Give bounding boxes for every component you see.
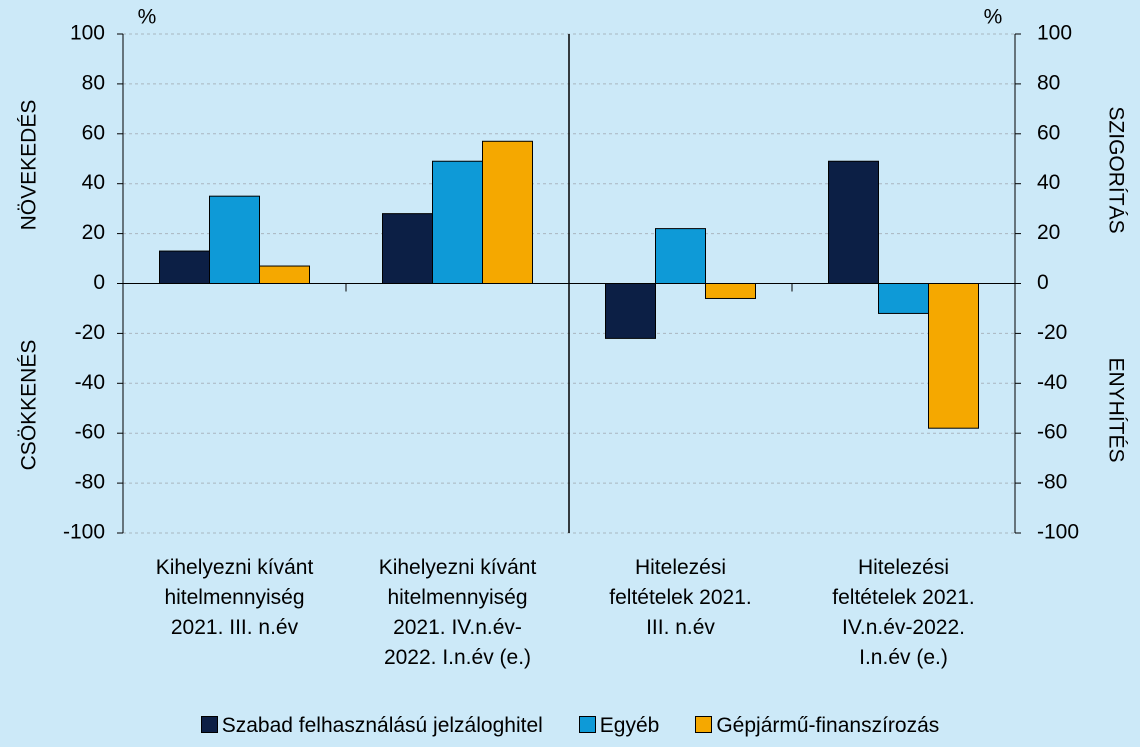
y-tick-label: 60 — [82, 121, 105, 144]
y-tick-label: 0 — [93, 271, 105, 294]
legend-label: Gépjármű-finanszírozás — [716, 714, 940, 737]
y2-tick-label: 80 — [1037, 71, 1060, 94]
legend-swatch — [200, 716, 218, 733]
bar — [605, 283, 656, 339]
y2-unit: % — [984, 6, 1003, 29]
x-tick-label: Hitelezési feltételek 2021. III. n.év — [609, 556, 752, 639]
y2-tick-label: -20 — [1037, 321, 1067, 344]
bar — [482, 140, 533, 284]
y2-tick-label: 60 — [1037, 121, 1060, 144]
bar — [828, 160, 879, 284]
y-tick-label: -80 — [75, 471, 105, 494]
bar — [432, 160, 483, 284]
y2-tick-label: -100 — [1037, 521, 1079, 544]
y2-label-lower: ENYHÍTÉS — [1104, 357, 1127, 462]
y-tick-label: -40 — [75, 371, 105, 394]
legend-item: Gépjármű-finanszírozás — [695, 714, 939, 738]
y-tick-label: 40 — [82, 171, 105, 194]
bar — [655, 228, 706, 284]
y2-tick-label: 20 — [1037, 221, 1060, 244]
bar — [259, 265, 310, 285]
y-tick-label: -20 — [75, 321, 105, 344]
legend-swatch — [578, 716, 596, 733]
y-tick-label: 20 — [82, 221, 105, 244]
y2-tick-label: -80 — [1037, 471, 1067, 494]
bar — [878, 283, 929, 314]
x-tick-label: Kihelyezni kívánt hitelmennyiség 2021. I… — [155, 556, 314, 639]
bar — [705, 283, 756, 299]
x-tick-label: Kihelyezni kívánt hitelmennyiség 2021. I… — [378, 556, 537, 669]
y2-tick-label: 40 — [1037, 171, 1060, 194]
y2-tick-label: -40 — [1037, 371, 1067, 394]
legend-label: Egyéb — [599, 714, 660, 737]
legend-swatch — [695, 716, 713, 733]
legend-item: Egyéb — [578, 714, 660, 738]
y2-tick-label: 100 — [1037, 22, 1072, 45]
legend: Szabad felhasználású jelzáloghitel Egyéb G… — [0, 714, 1140, 738]
bar — [382, 213, 433, 284]
bar — [209, 195, 260, 284]
x-tick-label: Hitelezési feltételek 2021. IV.n.év-2022… — [832, 556, 975, 669]
y2-tick-label: -60 — [1037, 421, 1067, 444]
legend-label: Szabad felhasználású jelzáloghitel — [221, 714, 543, 737]
bar — [928, 283, 979, 429]
y-tick-label: -100 — [63, 521, 105, 544]
y-unit: % — [138, 6, 157, 29]
y2-tick-label: 0 — [1037, 271, 1049, 294]
y2-label-upper: SZIGORÍTÁS — [1104, 106, 1127, 233]
y-label-upper: NÖVEKEDÉS — [18, 100, 41, 231]
y-tick-label: 100 — [70, 22, 105, 45]
legend-item: Szabad felhasználású jelzáloghitel — [200, 714, 543, 738]
y-tick-label: -60 — [75, 421, 105, 444]
bar — [159, 250, 210, 285]
y-tick-label: 80 — [82, 71, 105, 94]
y-label-lower: CSÖKKENÉS — [18, 340, 41, 471]
